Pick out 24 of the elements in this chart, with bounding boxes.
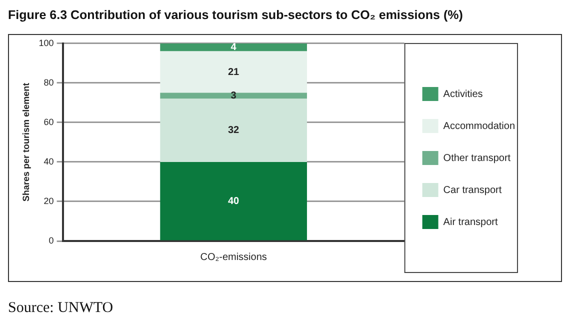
y-axis-title: Shares per tourism element xyxy=(20,82,31,202)
y-tick-label: 40 xyxy=(44,156,54,166)
bar xyxy=(160,51,307,93)
bar xyxy=(160,98,307,162)
data-label: 32 xyxy=(228,125,240,136)
y-tick-label: 20 xyxy=(44,196,54,206)
y-tick-label: 60 xyxy=(44,116,54,127)
legend-label: Car transport xyxy=(443,184,502,196)
legend-label: Activities xyxy=(443,88,483,100)
y-tick-label: 80 xyxy=(44,77,54,88)
data-label: 21 xyxy=(228,66,240,78)
source-note: Source: UNWTO xyxy=(8,300,114,317)
bar xyxy=(160,92,307,99)
chart-title: Figure 6.3 Contribution of various tourism sub-sectors to CO₂ emissions (%) xyxy=(8,8,463,22)
bar xyxy=(160,162,307,240)
y-tick-label: 0 xyxy=(48,235,54,246)
legend-label: Other transport xyxy=(443,152,511,164)
legend-label: Air transport xyxy=(443,216,498,228)
y-tick-label: 100 xyxy=(38,38,54,48)
data-label: 40 xyxy=(228,196,240,207)
data-label: 4 xyxy=(230,42,237,54)
legend-label: Accommodation xyxy=(443,120,516,132)
x-tick-label: CO₂-emissions xyxy=(200,252,267,263)
bar xyxy=(160,43,307,52)
